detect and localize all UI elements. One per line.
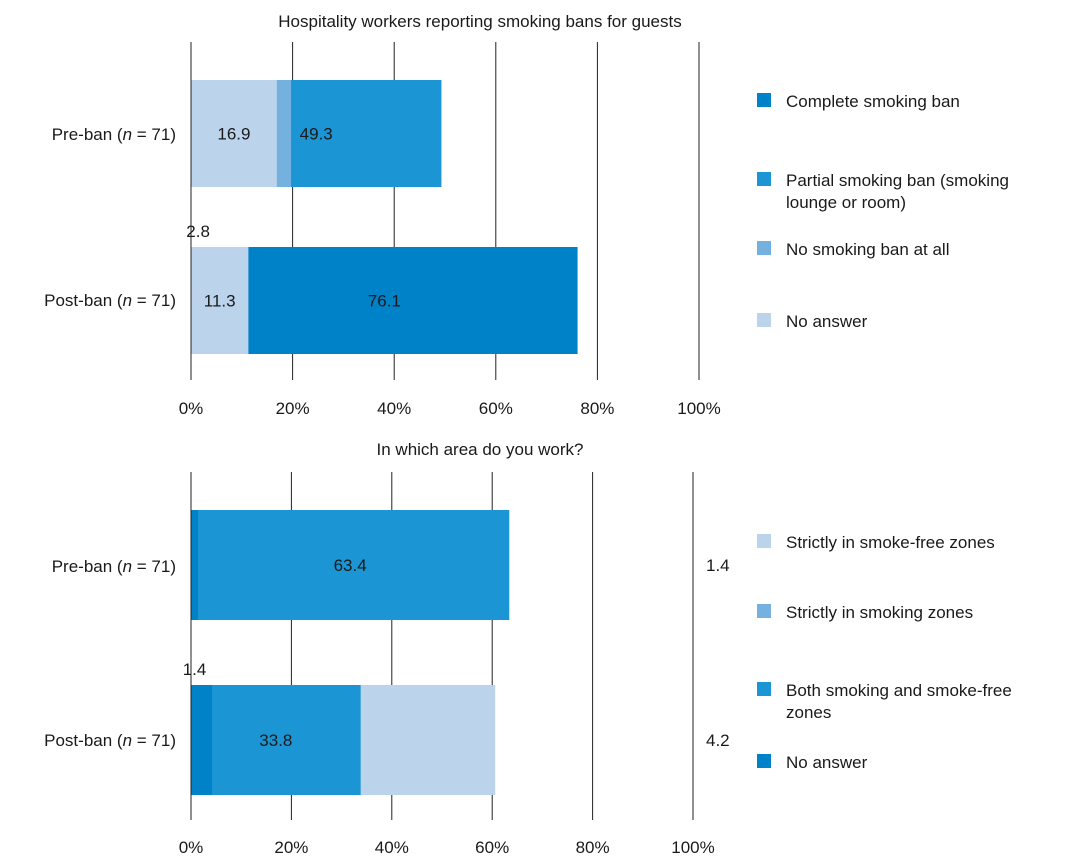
legend-label: Strictly in smoking zones [786,603,973,622]
x-tick-label: 40% [375,838,409,856]
bar-segment [191,685,361,795]
bar-segment [191,510,510,620]
legend-swatch [757,93,771,107]
legend-swatch [757,313,771,327]
legend-swatch [757,534,771,548]
x-tick-label: 60% [475,838,509,856]
legend-label: No answer [786,312,868,331]
legend-swatch [757,241,771,255]
bar-segment [191,685,213,795]
x-tick-label: 0% [179,838,204,856]
category-label: Pre-ban (n = 71) [52,557,176,576]
bar-segment [191,80,277,187]
legend-swatch [757,682,771,696]
data-label: 33.8 [259,731,292,750]
legend-swatch [757,604,771,618]
x-tick-label: 100% [671,838,714,856]
x-tick-label: 80% [580,399,614,418]
legend-swatch [757,172,771,186]
x-tick-label: 40% [377,399,411,418]
data-label: 63.4 [334,556,367,575]
data-label: 4.2 [706,731,730,750]
category-label: Post-ban (n = 71) [44,291,176,310]
x-tick-label: 20% [274,838,308,856]
chart-title: In which area do you work? [377,440,584,459]
legend-label: Complete smoking ban [786,92,960,111]
category-label: Post-ban (n = 71) [44,731,176,750]
data-label: 16.9 [217,125,250,144]
x-tick-label: 60% [479,399,513,418]
legend-label: Partial smoking ban (smoking lounge or ro… [786,171,1009,212]
bar-segment [191,247,249,354]
data-label: 11.3 [204,292,236,311]
legend-swatch [757,754,771,768]
x-tick-label: 0% [179,399,204,418]
data-label: 1.4 [706,556,730,575]
legend-label: Strictly in smoke-free zones [786,533,995,552]
legend-label: Both smoking and smoke-free zones [786,681,1012,722]
chart-title: Hospitality workers reporting smoking ba… [278,12,681,31]
data-label: 76.1 [368,292,401,311]
x-tick-label: 80% [576,838,610,856]
legend-label: No answer [786,753,868,772]
category-label: Pre-ban (n = 71) [52,125,176,144]
bar-segment [191,510,199,620]
x-tick-label: 100% [677,399,720,418]
legend-label: No smoking ban at all [786,240,949,259]
bar-segment [191,247,578,354]
x-tick-label: 20% [276,399,310,418]
data-label: 2.8 [186,222,210,241]
data-label: 49.3 [300,125,333,144]
data-label: 1.4 [183,660,207,679]
